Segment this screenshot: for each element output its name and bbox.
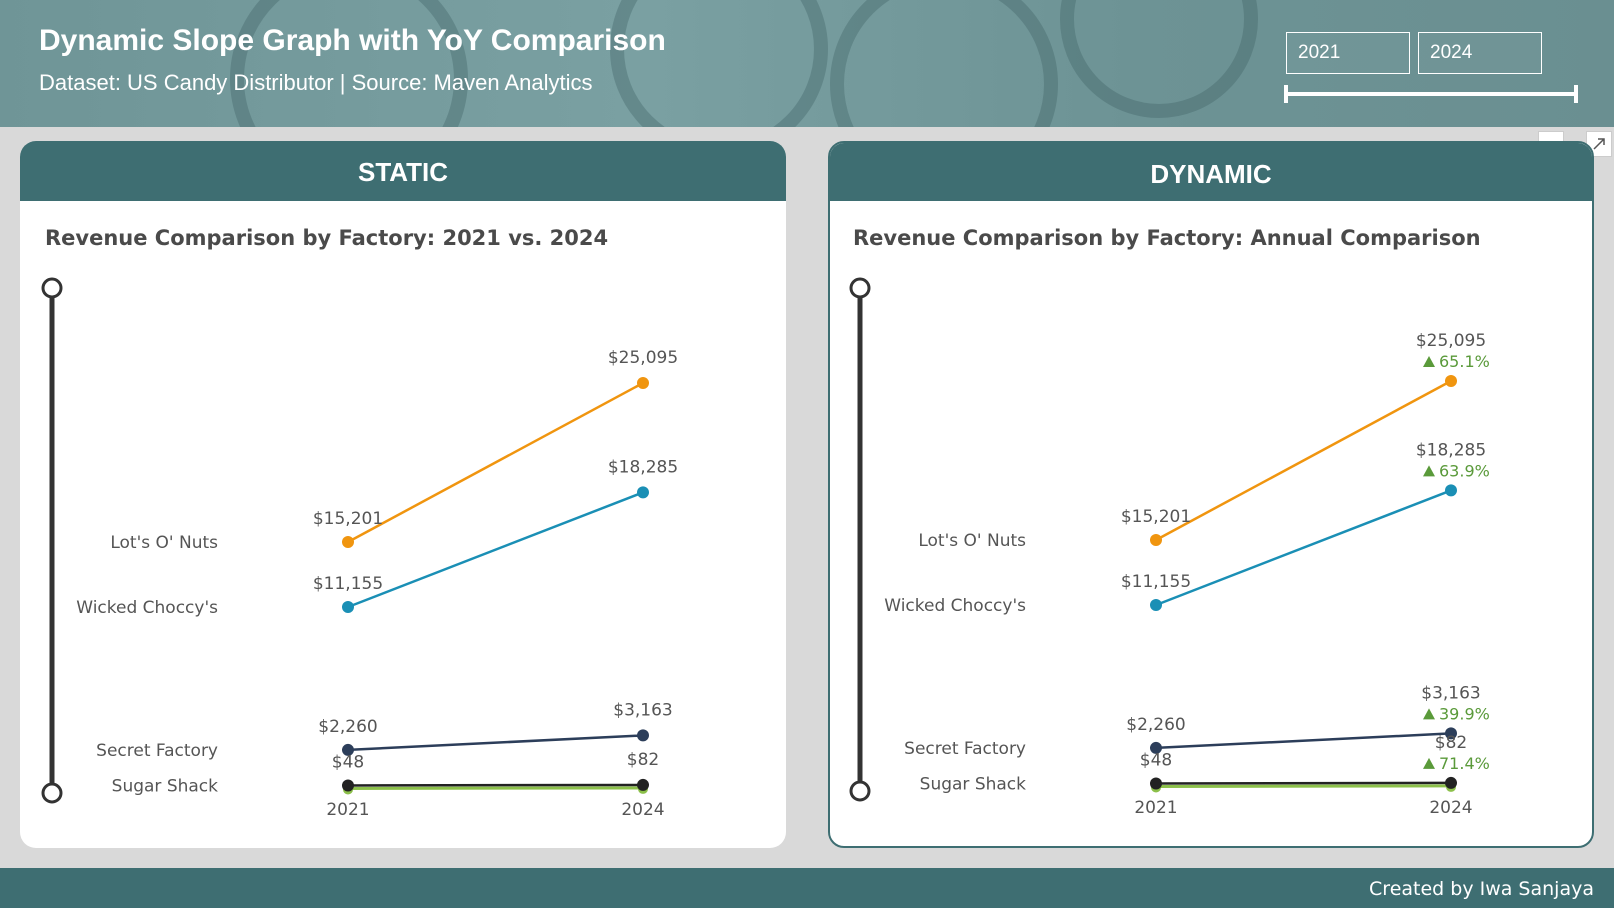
yoy-change-label-lot-s-o-nuts: 65.1%	[1439, 352, 1490, 371]
static-slope-chart: Revenue Comparison by Factory: 2021 vs. …	[41, 226, 678, 820]
data-point-sugar-shack-start	[1150, 777, 1162, 790]
data-label-sugar-shack-end: $82	[627, 750, 659, 770]
data-point-wicked-choccy-s-start	[342, 600, 354, 613]
x-tick-label: 2021	[326, 800, 369, 820]
data-label-secret-factory-end: $3,163	[1421, 683, 1480, 703]
data-point-sugar-shack-start	[342, 779, 354, 792]
decorative-candy-slice	[610, 0, 828, 127]
range-slider-top-handle	[41, 277, 63, 299]
series-line-lot-s-o-nuts	[347, 381, 644, 544]
dynamic-card-header: DYNAMIC	[830, 143, 1592, 201]
dynamic-card-header-label: DYNAMIC	[1150, 159, 1272, 189]
data-point-wicked-choccy-s-end	[637, 486, 649, 499]
data-point-lot-s-o-nuts-start	[1150, 533, 1162, 546]
data-label-sugar-shack-end: $82	[1435, 733, 1467, 753]
year-to-input[interactable]: 2024	[1418, 32, 1542, 74]
series-line-lot-s-o-nuts	[1155, 379, 1452, 542]
decorative-candy-slice	[830, 0, 1058, 127]
category-label-secret-factory: Secret Factory	[904, 739, 1026, 759]
category-label-sugar-shack: Sugar Shack	[112, 776, 218, 796]
year-range-slider-handle-end[interactable]	[1574, 85, 1578, 103]
range-slider-bottom-handle	[849, 780, 871, 802]
static-chart-card: STATIC Revenue Comparison by Factory: 20…	[20, 141, 786, 848]
yoy-up-triangle-icon	[1423, 465, 1435, 477]
static-card-header-label: STATIC	[357, 157, 449, 187]
series-line-secret-factory	[1155, 732, 1452, 750]
data-point-lot-s-o-nuts-end	[1445, 374, 1457, 387]
chart-title: Revenue Comparison by Factory: 2021 vs. …	[45, 226, 608, 250]
series-line-secret-factory	[347, 734, 644, 752]
data-label-wicked-choccy-s-start: $11,155	[313, 574, 383, 594]
footer-credit: Created by Iwa Sanjaya	[1369, 878, 1594, 900]
yoy-up-triangle-icon	[1423, 355, 1435, 367]
x-tick-label: 2024	[621, 800, 664, 820]
page-subtitle: Dataset: US Candy Distributor | Source: …	[39, 70, 593, 95]
data-point-secret-factory-end	[1445, 727, 1457, 740]
category-label-secret-factory: Secret Factory	[96, 741, 218, 761]
category-label-sugar-shack: Sugar Shack	[920, 774, 1026, 794]
year-range-slider-track[interactable]	[1286, 92, 1578, 96]
series-line-sugar-shack-alt	[1155, 784, 1452, 788]
dynamic-slope-chart: Revenue Comparison by Factory: Annual Co…	[849, 226, 1490, 818]
data-label-wicked-choccy-s-start: $11,155	[1121, 572, 1191, 592]
category-label-lot-s-o-nuts: Lot's O' Nuts	[918, 531, 1026, 551]
data-label-sugar-shack-start: $48	[332, 752, 364, 772]
data-label-wicked-choccy-s-end: $18,285	[1416, 440, 1486, 460]
footer-bar: Created by Iwa Sanjaya	[0, 868, 1614, 908]
yoy-change-label-sugar-shack: 71.4%	[1439, 754, 1490, 773]
range-slider-top-handle	[849, 277, 871, 299]
series-line-wicked-choccy-s	[1155, 489, 1452, 607]
decorative-candy-slice	[230, 0, 468, 127]
series-line-sugar-shack	[347, 783, 644, 787]
data-point-wicked-choccy-s-end	[1445, 484, 1457, 497]
category-label-wicked-choccy-s: Wicked Choccy's	[884, 596, 1026, 616]
series-line-sugar-shack-alt	[347, 786, 644, 790]
year-from-input[interactable]: 2021	[1286, 32, 1410, 74]
yoy-change-label-wicked-choccy-s: 63.9%	[1439, 461, 1490, 480]
data-label-sugar-shack-start: $48	[1140, 750, 1172, 770]
x-tick-label: 2024	[1429, 798, 1472, 818]
yoy-up-triangle-icon	[1423, 708, 1435, 720]
category-label-wicked-choccy-s: Wicked Choccy's	[76, 598, 218, 618]
x-tick-label: 2021	[1134, 798, 1177, 818]
data-label-secret-factory-end: $3,163	[613, 700, 672, 720]
data-point-lot-s-o-nuts-end	[637, 376, 649, 389]
chart-title: Revenue Comparison by Factory: Annual Co…	[853, 226, 1481, 250]
data-label-lot-s-o-nuts-start: $15,201	[1121, 507, 1191, 527]
category-label-lot-s-o-nuts: Lot's O' Nuts	[110, 533, 218, 553]
data-point-secret-factory-start	[342, 743, 354, 756]
yoy-up-triangle-icon	[1423, 757, 1435, 769]
data-point-sugar-shack-end	[1445, 776, 1457, 789]
year-range-slider-handle-start[interactable]	[1284, 85, 1288, 103]
range-slider-bottom-handle	[41, 782, 63, 804]
data-point-lot-s-o-nuts-start	[342, 535, 354, 548]
static-card-header: STATIC	[20, 141, 786, 201]
data-point-secret-factory-end	[637, 729, 649, 742]
dynamic-chart-card: DYNAMIC Revenue Comparison by Factory: A…	[828, 141, 1594, 848]
data-label-secret-factory-start: $2,260	[1126, 715, 1185, 735]
yoy-change-label-secret-factory: 39.9%	[1439, 704, 1490, 723]
series-line-wicked-choccy-s	[347, 491, 644, 609]
expand-glyph	[1593, 138, 1605, 150]
data-point-secret-factory-start	[1150, 741, 1162, 754]
series-line-sugar-shack	[1155, 781, 1452, 785]
data-label-lot-s-o-nuts-end: $25,095	[608, 348, 678, 368]
data-label-lot-s-o-nuts-end: $25,095	[1416, 331, 1486, 351]
data-label-wicked-choccy-s-end: $18,285	[608, 457, 678, 477]
header-banner: Dynamic Slope Graph with YoY Comparison …	[0, 0, 1614, 127]
decorative-candy-slice	[1060, 0, 1258, 118]
data-label-lot-s-o-nuts-start: $15,201	[313, 509, 383, 529]
data-label-secret-factory-start: $2,260	[318, 717, 377, 737]
data-point-sugar-shack-end	[637, 778, 649, 791]
data-point-wicked-choccy-s-start	[1150, 598, 1162, 611]
page-title: Dynamic Slope Graph with YoY Comparison	[39, 24, 666, 57]
